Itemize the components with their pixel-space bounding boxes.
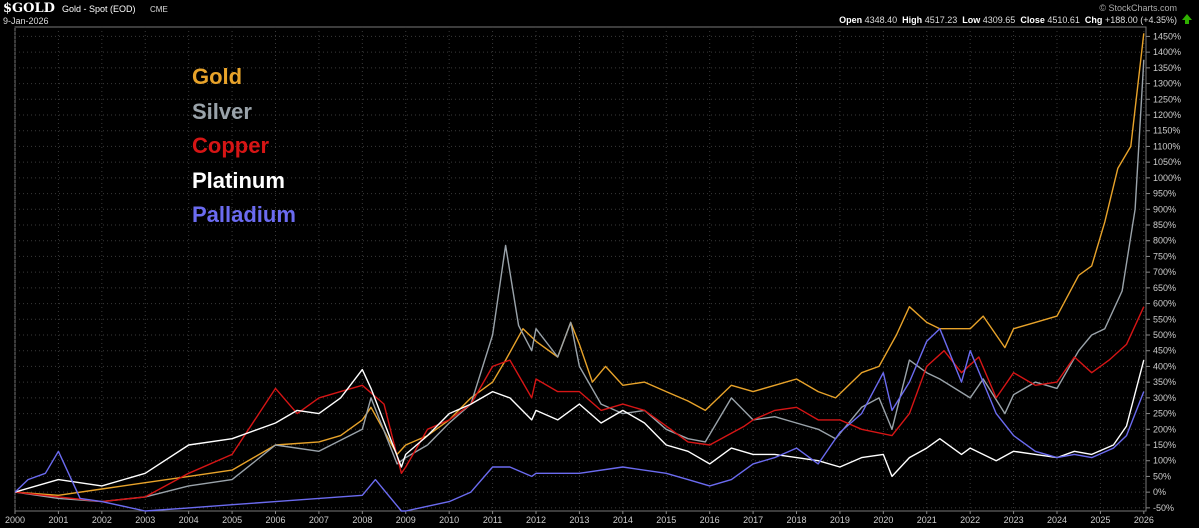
- y-tick-label: 600%: [1153, 299, 1176, 309]
- series-line-copper: [14, 306, 1145, 503]
- series-line-gold: [14, 33, 1145, 496]
- x-tick-label: 2000: [5, 515, 25, 525]
- y-tick-label: 950%: [1153, 189, 1176, 199]
- high-label: High: [902, 15, 923, 25]
- x-tick-label: 2002: [92, 515, 112, 525]
- y-tick-label: -50%: [1153, 503, 1174, 513]
- legend-item-copper: Copper: [192, 133, 269, 158]
- y-tick-label: 550%: [1153, 314, 1176, 324]
- x-tick-label: 2022: [960, 515, 980, 525]
- y-tick-label: 900%: [1153, 204, 1176, 214]
- x-tick-label: 2019: [830, 515, 850, 525]
- y-tick-label: 50%: [1153, 471, 1171, 481]
- legend-item-gold: Gold: [192, 64, 243, 89]
- y-tick-label: 500%: [1153, 330, 1176, 340]
- y-tick-label: 850%: [1153, 220, 1176, 230]
- x-tick-label: 2020: [873, 515, 893, 525]
- chart-legend: Gold Silver Copper Platinum Palladium: [192, 60, 296, 233]
- y-tick-label: 800%: [1153, 236, 1176, 246]
- y-tick-label: 150%: [1153, 440, 1176, 450]
- y-tick-label: 700%: [1153, 267, 1176, 277]
- x-tick-label: 2003: [135, 515, 155, 525]
- x-tick-label: 2010: [439, 515, 459, 525]
- y-tick-label: 450%: [1153, 346, 1176, 356]
- high-value: 4517.23: [924, 15, 958, 25]
- x-tick-label: 2011: [483, 515, 502, 525]
- y-tick-label: 250%: [1153, 409, 1176, 419]
- low-label: Low: [962, 15, 981, 25]
- y-tick-label: 100%: [1153, 456, 1176, 466]
- series-line-platinum: [14, 359, 1145, 493]
- y-tick-label: 1100%: [1153, 141, 1180, 151]
- y-tick-label: 1000%: [1153, 173, 1181, 183]
- x-tick-label: 2023: [1004, 515, 1024, 525]
- x-tick-label: 2013: [569, 515, 589, 525]
- x-tick-label: 2014: [613, 515, 633, 525]
- y-tick-label: 650%: [1153, 283, 1176, 293]
- y-tick-label: 1200%: [1153, 110, 1181, 120]
- close-value: 4510.61: [1047, 15, 1080, 25]
- ticker-symbol: $GOLD: [3, 1, 55, 16]
- exchange-label: CME: [150, 5, 168, 14]
- x-tick-label: 2008: [352, 515, 372, 525]
- legend-item-platinum: Platinum: [192, 167, 285, 193]
- x-tick-label: 2017: [743, 515, 763, 525]
- y-tick-label: 300%: [1153, 393, 1176, 403]
- y-tick-label: 200%: [1153, 424, 1176, 434]
- legend-item-palladium: Palladium: [192, 202, 296, 227]
- x-tick-label: 2004: [179, 515, 199, 525]
- y-tick-label: 350%: [1153, 377, 1176, 387]
- x-tick-label: 2018: [786, 515, 806, 525]
- x-tick-label: 2026: [1134, 515, 1154, 525]
- x-tick-label: 2016: [700, 515, 720, 525]
- x-tick-label: 2007: [309, 515, 329, 525]
- x-tick-label: 2005: [222, 515, 242, 525]
- y-tick-label: 1450%: [1153, 31, 1181, 41]
- x-tick-label: 2024: [1047, 515, 1067, 525]
- instrument-name: Gold - Spot (EOD): [62, 4, 136, 14]
- y-tick-label: 750%: [1153, 251, 1176, 261]
- y-tick-label: 0%: [1153, 487, 1166, 497]
- x-tick-label: 2015: [656, 515, 676, 525]
- y-tick-label: 1350%: [1153, 63, 1181, 73]
- series-line-palladium: [14, 328, 1145, 512]
- y-tick-label: 1050%: [1153, 157, 1181, 167]
- x-tick-label: 2012: [526, 515, 546, 525]
- x-tick-label: 2009: [396, 515, 416, 525]
- x-tick-label: 2025: [1090, 515, 1110, 525]
- brand-watermark: © StockCharts.com: [1099, 3, 1177, 13]
- up-arrow-icon: [1182, 14, 1192, 24]
- x-tick-label: 2001: [48, 515, 68, 525]
- chg-value: +188.00 (+4.35%): [1104, 15, 1177, 25]
- low-value: 4309.65: [982, 15, 1016, 25]
- legend-item-silver: Silver: [192, 98, 252, 124]
- open-label: Open: [839, 15, 863, 25]
- y-tick-label: 1300%: [1153, 79, 1181, 89]
- y-tick-label: 1150%: [1153, 126, 1180, 136]
- x-tick-label: 2006: [265, 515, 285, 525]
- series-line-silver: [14, 59, 1145, 503]
- chart-date: 9-Jan-2026: [3, 16, 49, 26]
- y-tick-label: 1400%: [1153, 47, 1181, 57]
- plot-frame: [14, 26, 1147, 512]
- chart-header: $GOLD Gold - Spot (EOD) CME 9-Jan-2026 ©…: [0, 0, 1199, 27]
- close-label: Close: [1020, 15, 1045, 25]
- y-tick-label: 400%: [1153, 361, 1176, 371]
- open-value: 4348.40: [864, 15, 898, 25]
- chg-label: Chg: [1084, 15, 1103, 25]
- ohlc-readout: Open 4348.40 High 4517.23 Low 4309.65 Cl…: [839, 15, 1177, 25]
- x-tick-label: 2021: [917, 515, 937, 525]
- y-tick-label: 1250%: [1153, 94, 1181, 104]
